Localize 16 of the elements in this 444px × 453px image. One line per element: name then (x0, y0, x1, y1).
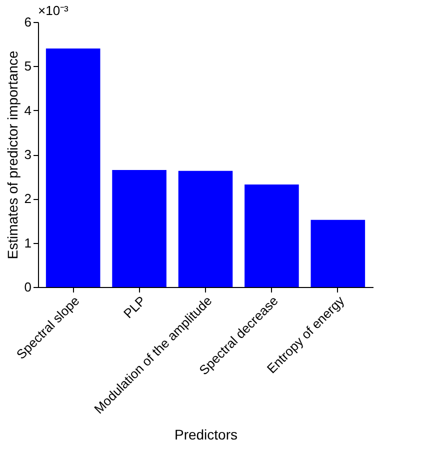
y-tick-label: 3 (24, 147, 32, 162)
bar (112, 170, 166, 287)
x-axis-title: Predictors (174, 426, 238, 443)
y-tick-label: 2 (24, 191, 32, 206)
y-tick-label: 4 (24, 102, 32, 118)
bar (310, 220, 366, 287)
y-axis-title: Estimates of predictor importance (4, 50, 20, 260)
bar (178, 170, 233, 287)
text: ×10⁻³ (38, 3, 70, 18)
y-tick-label: 5 (24, 58, 32, 74)
y-tick-label: 1 (24, 235, 32, 250)
y-tick-label: 6 (24, 14, 32, 30)
bar (244, 184, 299, 287)
x-tick-label: PLP (120, 293, 148, 322)
bar (46, 48, 100, 287)
y-tick-label: 0 (24, 280, 32, 294)
